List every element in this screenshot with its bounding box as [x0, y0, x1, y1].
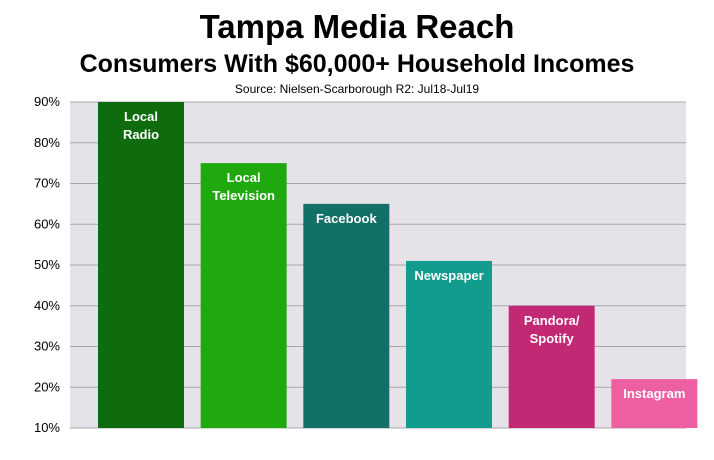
y-tick-label: 40% — [34, 298, 60, 313]
chart-subtitle: Consumers With $60,000+ Household Income… — [79, 50, 635, 78]
bar — [200, 163, 287, 428]
bar-label: Spotify — [530, 331, 575, 346]
y-tick-label: 20% — [34, 379, 60, 394]
y-tick-label: 10% — [34, 420, 60, 435]
bar — [406, 260, 492, 428]
y-tick-label: 30% — [34, 339, 60, 354]
bar — [508, 305, 595, 428]
bar — [98, 102, 184, 428]
y-tick-label: 90% — [34, 94, 60, 109]
bar-label: Local — [124, 109, 158, 124]
chart-source: Source: Nielsen-Scarborough R2: Jul18-Ju… — [234, 82, 480, 96]
bar-label: Pandora/ — [524, 313, 580, 328]
y-tick-label: 80% — [34, 135, 60, 150]
bar — [303, 203, 390, 428]
bar-label: Radio — [123, 127, 159, 142]
bar — [611, 379, 698, 428]
y-tick-label: 50% — [34, 257, 60, 272]
y-tick-label: 70% — [34, 176, 60, 191]
bar-label: Local — [227, 170, 261, 185]
y-tick-label: 60% — [34, 216, 60, 231]
bar-label: Facebook — [316, 211, 377, 226]
bar-label: Instagram — [623, 386, 685, 401]
chart-title: Tampa Media Reach — [199, 8, 515, 45]
bar-label: Television — [212, 188, 275, 203]
bar-label: Newspaper — [414, 268, 483, 283]
